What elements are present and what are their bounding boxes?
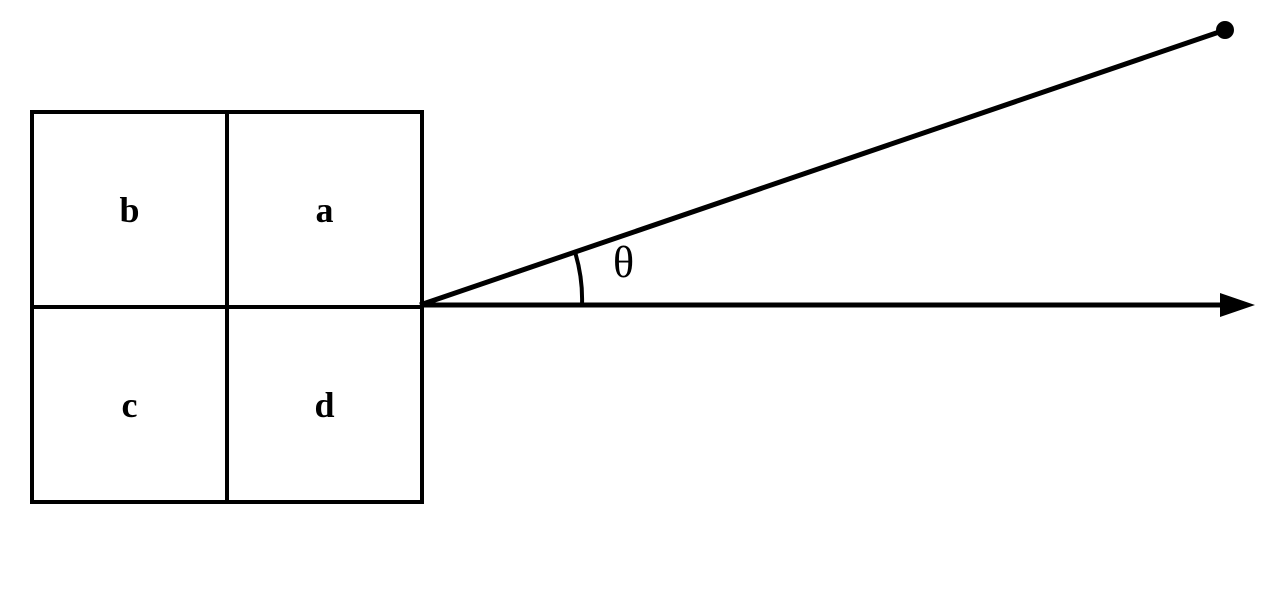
angled-line xyxy=(420,30,1225,305)
angle-label-theta: θ xyxy=(613,237,634,288)
angle-arc xyxy=(575,252,582,305)
arrowhead-icon xyxy=(1220,293,1255,317)
diagram-svg xyxy=(0,0,1280,600)
diagram-container: b a c d θ xyxy=(0,0,1280,600)
endpoint-dot-icon xyxy=(1216,21,1234,39)
